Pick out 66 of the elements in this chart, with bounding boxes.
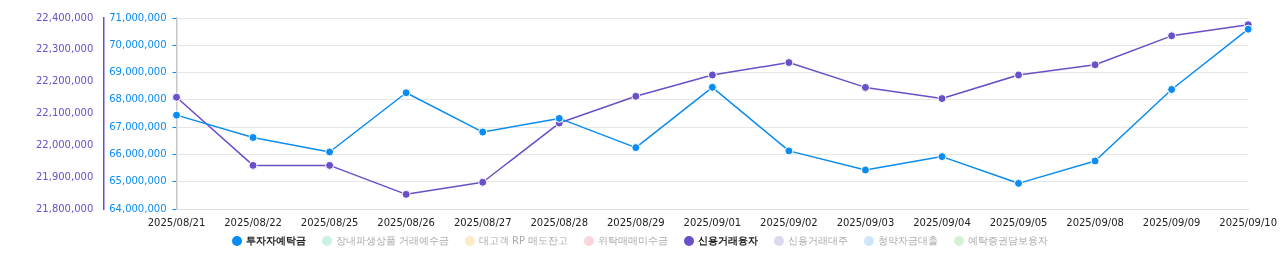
point	[937, 94, 947, 104]
y2-tick-label: 22,400,000	[35, 11, 94, 23]
point	[707, 82, 717, 92]
y-tick-label: 68,000,000	[109, 93, 167, 105]
point	[1167, 31, 1177, 41]
point	[401, 88, 411, 98]
y-tick-label: 69,000,000	[109, 66, 167, 78]
point	[478, 127, 488, 137]
point	[172, 92, 182, 102]
x-tick-label: 2025/09/03	[836, 216, 895, 228]
x-tick-label: 2025/09/08	[1066, 216, 1124, 228]
y-tick-label: 65,000,000	[109, 175, 167, 187]
legend-label: 신용거래대주	[788, 234, 849, 248]
legend-label: 대고객 RP 매도잔고	[478, 234, 569, 248]
point	[478, 177, 488, 187]
y2-tick-label: 22,300,000	[35, 43, 94, 55]
point	[1090, 156, 1100, 166]
point	[554, 113, 564, 123]
y-tick-label: 66,000,000	[109, 148, 167, 160]
point	[937, 152, 947, 162]
point	[325, 160, 335, 170]
x-tick-label: 2025/08/29	[606, 216, 665, 228]
point	[401, 189, 411, 199]
x-tick-label: 2025/09/05	[989, 216, 1048, 228]
legend-label: 위탁매매미수금	[598, 234, 669, 248]
x-tick-label: 2025/09/09	[1142, 216, 1201, 228]
y-tick-label: 67,000,000	[109, 120, 167, 132]
legend-label: 장내파생상품 거래예수금	[335, 234, 449, 248]
point	[860, 165, 870, 175]
legend-label: 청약자금대출	[878, 234, 939, 248]
y2-tick-label: 21,800,000	[35, 202, 94, 214]
x-tick-label: 2025/08/26	[377, 216, 435, 228]
x-tick-label: 2025/08/28	[530, 216, 589, 228]
x-tick-label: 2025/09/02	[760, 216, 818, 228]
y-tick-label: 71,000,000	[109, 11, 167, 23]
point	[860, 82, 870, 92]
x-tick-label: 2025/08/27	[453, 216, 512, 228]
point	[248, 133, 258, 143]
point	[1090, 60, 1100, 70]
x-tick-label: 2025/09/10	[1219, 216, 1277, 228]
point	[707, 70, 717, 80]
y2-tick-label: 22,100,000	[35, 107, 94, 119]
point	[325, 147, 335, 157]
y2-tick-label: 22,200,000	[35, 75, 94, 87]
legend-label: 투자자예탁금	[245, 234, 306, 248]
y2-tick-label: 21,900,000	[35, 170, 94, 182]
point	[1167, 84, 1177, 94]
point	[784, 146, 794, 156]
point	[1243, 24, 1253, 34]
point	[1014, 70, 1024, 80]
legend-label: 예탁증권담보융자	[968, 234, 1049, 248]
x-tick-label: 2025/09/04	[913, 216, 971, 228]
point	[631, 143, 641, 153]
x-tick-label: 2025/08/21	[147, 216, 206, 228]
point	[631, 91, 641, 101]
point	[172, 110, 182, 120]
point	[784, 58, 794, 68]
y-tick-label: 64,000,000	[109, 202, 167, 214]
y-tick-label: 70,000,000	[109, 38, 167, 50]
legend-label: 신용거래융자	[698, 234, 759, 248]
x-tick-label: 2025/09/01	[683, 216, 742, 228]
point	[1014, 178, 1024, 188]
point	[248, 160, 258, 170]
x-tick-label: 2025/08/22	[224, 216, 282, 228]
y2-tick-label: 22,000,000	[35, 138, 94, 150]
x-tick-label: 2025/08/25	[300, 216, 359, 228]
